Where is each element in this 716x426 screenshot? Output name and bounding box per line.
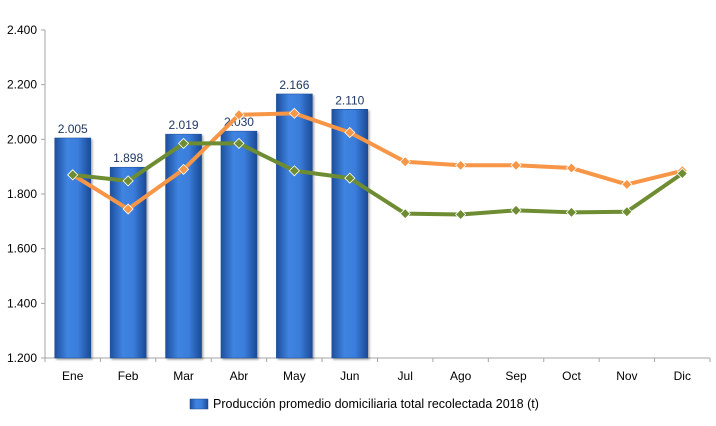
series-point-2 xyxy=(344,172,356,184)
plot-area: 1.200 1.400 1.600 1.800 2.000 2.200 2.400 Ene Fe… xyxy=(7,23,711,383)
x-tick-label: Feb xyxy=(118,369,139,383)
series-point-1 xyxy=(177,163,190,175)
series-line-1 xyxy=(70,111,685,212)
x-tick-label: Mar xyxy=(173,369,194,383)
series-point-1 xyxy=(122,203,134,215)
series-point-2 xyxy=(676,167,688,180)
bar-data-label: 1.898 xyxy=(113,151,143,165)
bar xyxy=(331,109,369,359)
bar xyxy=(109,166,147,359)
series-point-1 xyxy=(288,107,300,119)
series-point-2 xyxy=(621,206,633,218)
series-point-2 xyxy=(288,165,300,177)
series-point-1 xyxy=(621,178,633,190)
bar-data-label: 2.030 xyxy=(224,115,254,129)
series-point-1 xyxy=(233,109,245,121)
series-point-2 xyxy=(455,208,467,221)
series-point-2 xyxy=(565,206,578,218)
series-point-1 xyxy=(344,126,356,139)
bar xyxy=(220,130,258,359)
series-point-2 xyxy=(122,175,134,187)
legend-entry-bar: Producción promedio domiciliaria total r… xyxy=(213,397,539,411)
series-point-2 xyxy=(67,169,79,181)
legend-swatch xyxy=(189,398,209,410)
y-tick-label: 1.200 xyxy=(7,351,37,365)
x-tick-label: Jun xyxy=(340,369,359,383)
series-point-1 xyxy=(455,159,467,171)
y-tick-label: 2.200 xyxy=(7,78,37,92)
y-tick-label: 1.400 xyxy=(7,296,37,310)
x-tick-label: Jul xyxy=(398,369,413,383)
series-point-2 xyxy=(177,137,190,149)
y-tick-label: 1.800 xyxy=(7,187,37,201)
x-tick-label: Ene xyxy=(62,369,84,383)
legend: Producción promedio domiciliaria total r… xyxy=(189,397,539,411)
series-point-2 xyxy=(399,208,411,220)
bar-data-label: 2.019 xyxy=(169,118,199,132)
x-tick-label: May xyxy=(283,369,306,383)
bar-data-label: 2.005 xyxy=(58,122,88,136)
x-tick-label: Ago xyxy=(450,369,472,383)
x-tick-label: Nov xyxy=(616,369,637,383)
bar-data-label: 2.166 xyxy=(279,78,309,92)
x-tick-label: Oct xyxy=(562,369,581,383)
x-tick-label: Dic xyxy=(674,369,691,383)
x-tick-label: Sep xyxy=(505,369,527,383)
series-point-2 xyxy=(510,204,522,216)
series-point-1 xyxy=(399,156,411,168)
y-tick-label: 2.000 xyxy=(7,132,37,146)
y-tick-label: 1.600 xyxy=(7,242,37,256)
series-point-1 xyxy=(510,159,522,171)
x-tick-label: Abr xyxy=(230,369,249,383)
bar-data-label: 2.110 xyxy=(335,93,364,107)
series-point-2 xyxy=(233,137,245,149)
series-point-1 xyxy=(565,162,578,174)
bar xyxy=(276,93,313,359)
y-tick-label: 2.400 xyxy=(7,23,37,37)
series-line-2 xyxy=(70,141,685,217)
